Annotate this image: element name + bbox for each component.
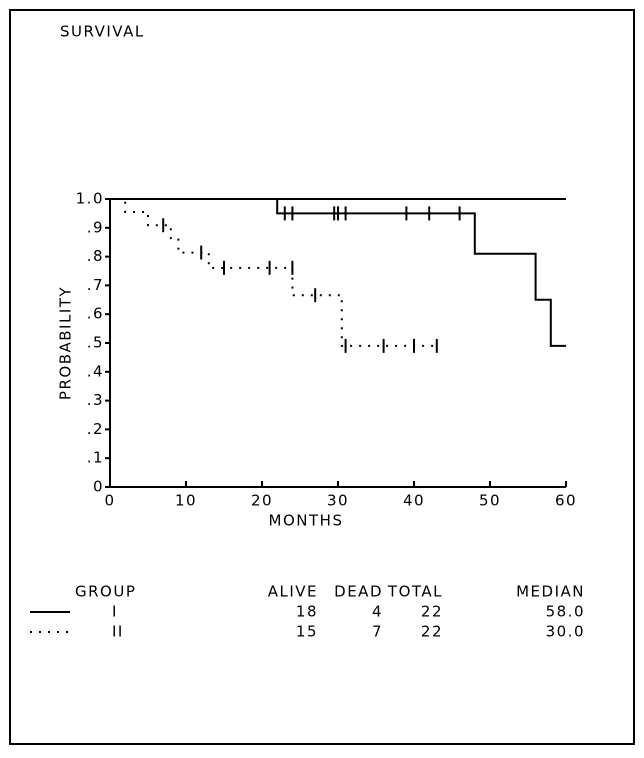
table-cell: 58.0	[546, 603, 585, 621]
x-tick-label: 20	[251, 492, 273, 510]
table-header: DEAD	[334, 583, 383, 601]
x-tick-label: 30	[327, 492, 349, 510]
y-tick-label: 1.0	[76, 190, 104, 208]
y-tick-label: .8	[87, 247, 104, 265]
table-cell: 4	[372, 603, 383, 621]
table-header: GROUP	[75, 583, 136, 601]
table-cell: 18	[296, 603, 318, 621]
x-tick-label: 40	[403, 492, 425, 510]
y-axis-label: PROBABILITY	[57, 286, 75, 400]
x-tick-label: 50	[479, 492, 501, 510]
y-tick-label: .4	[87, 362, 104, 380]
y-tick-label: .5	[87, 334, 104, 352]
y-tick-label: .1	[87, 449, 104, 467]
y-tick-label: .2	[87, 420, 104, 438]
table-header: TOTAL	[387, 583, 443, 601]
chart-title: SURVIVAL	[60, 23, 145, 41]
legend-label: I	[112, 603, 118, 621]
frame	[9, 9, 635, 745]
table-cell: 7	[372, 623, 383, 641]
x-axis-label: MONTHS	[269, 512, 344, 530]
x-tick-label: 60	[555, 492, 577, 510]
table-cell: 22	[421, 603, 443, 621]
y-tick-label: .9	[87, 218, 104, 236]
table-header: ALIVE	[268, 583, 318, 601]
survival-curve	[110, 198, 566, 347]
table-cell: 15	[296, 623, 318, 641]
table-cell: 22	[421, 623, 443, 641]
x-tick-label: 10	[175, 492, 197, 510]
x-tick-label: 0	[104, 492, 115, 510]
y-tick-label: .3	[87, 391, 104, 409]
table-cell: 30.0	[546, 623, 585, 641]
legend-label: II	[112, 623, 124, 641]
table-header: MEDIAN	[516, 583, 585, 601]
y-tick-label: 0	[93, 478, 104, 496]
y-tick-label: .6	[87, 305, 104, 323]
y-tick-label: .7	[87, 276, 104, 294]
